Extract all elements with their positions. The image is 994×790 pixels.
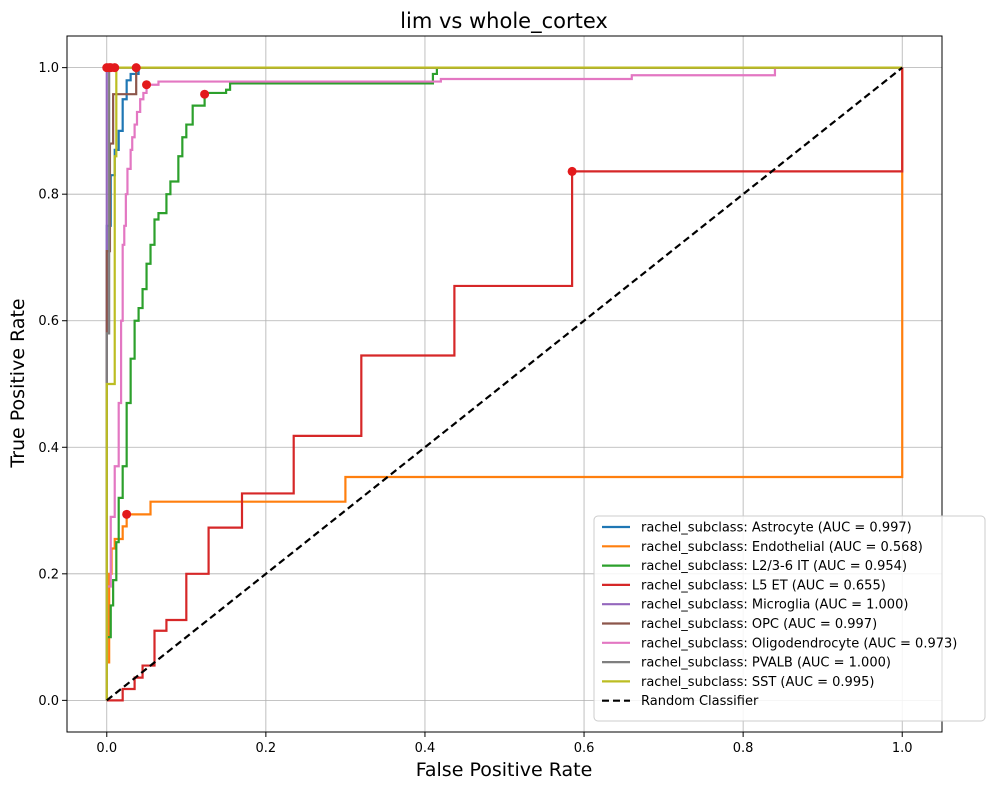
y-tick-label: 0.6 [38, 314, 59, 329]
legend-label: Random Classifier [641, 694, 759, 709]
roc-curve-8 [105, 66, 903, 701]
optimal-point-marker-2 [200, 89, 210, 99]
legend-label: rachel_subclass: SST (AUC = 0.995) [641, 675, 874, 690]
x-axis-title: False Positive Rate [416, 759, 593, 781]
y-tick-label: 1.0 [38, 61, 59, 76]
optimal-point-marker-8 [110, 63, 120, 73]
y-tick-label: 0.2 [38, 567, 59, 582]
optimal-point-marker-1 [122, 509, 132, 519]
x-tick-label: 0.8 [733, 741, 754, 756]
legend-label: rachel_subclass: OPC (AUC = 0.997) [641, 617, 877, 632]
roc-curve-1 [105, 67, 904, 701]
y-tick-label: 0.8 [38, 188, 59, 203]
ticks: 0.0 0.2 0.4 0.6 0.8 1.0 0.0 0.2 0.4 0.6 0.8 1.0 [38, 61, 912, 756]
legend-label: rachel_subclass: Oligodendrocyte (AUC = … [641, 636, 957, 651]
grid [67, 36, 942, 732]
series-layer [105, 66, 904, 702]
x-tick-label: 0.4 [415, 741, 436, 756]
legend-label: rachel_subclass: Microglia (AUC = 1.000) [641, 598, 908, 613]
x-tick-label: 0.0 [96, 741, 117, 756]
legend-label: rachel_subclass: PVALB (AUC = 1.000) [641, 656, 891, 671]
legend-label: rachel_subclass: Endothelial (AUC = 0.56… [641, 540, 923, 555]
roc-curve-6 [105, 66, 903, 701]
x-tick-label: 0.2 [256, 741, 277, 756]
y-tick-label: 0.4 [38, 441, 59, 456]
roc-curve-3 [106, 67, 904, 702]
legend-box [593, 515, 986, 722]
y-axis-title: True Positive Rate [7, 298, 29, 468]
plot-area-frame [66, 35, 943, 733]
roc-curve-2 [105, 66, 903, 701]
optimal-point-marker-3 [567, 166, 577, 176]
x-tick-label: 1.0 [892, 741, 913, 756]
x-tick-label: 0.6 [574, 741, 595, 756]
legend-label: rachel_subclass: Astrocyte (AUC = 0.997) [641, 521, 912, 536]
legend-label: rachel_subclass: L5 ET (AUC = 0.655) [641, 578, 886, 593]
legend: rachel_subclass: Astrocyte (AUC = 0.997)… [593, 515, 986, 722]
roc-curve-5 [105, 66, 903, 701]
y-tick-label: 0.0 [38, 694, 59, 709]
optimal-point-marker-5 [131, 63, 141, 73]
optimal-point-marker-6 [142, 80, 152, 90]
chart-title: lim vs whole_cortex [400, 9, 608, 34]
random-classifier-line [106, 66, 903, 702]
legend-label: rachel_subclass: L2/3-6 IT (AUC = 0.954) [641, 559, 907, 574]
